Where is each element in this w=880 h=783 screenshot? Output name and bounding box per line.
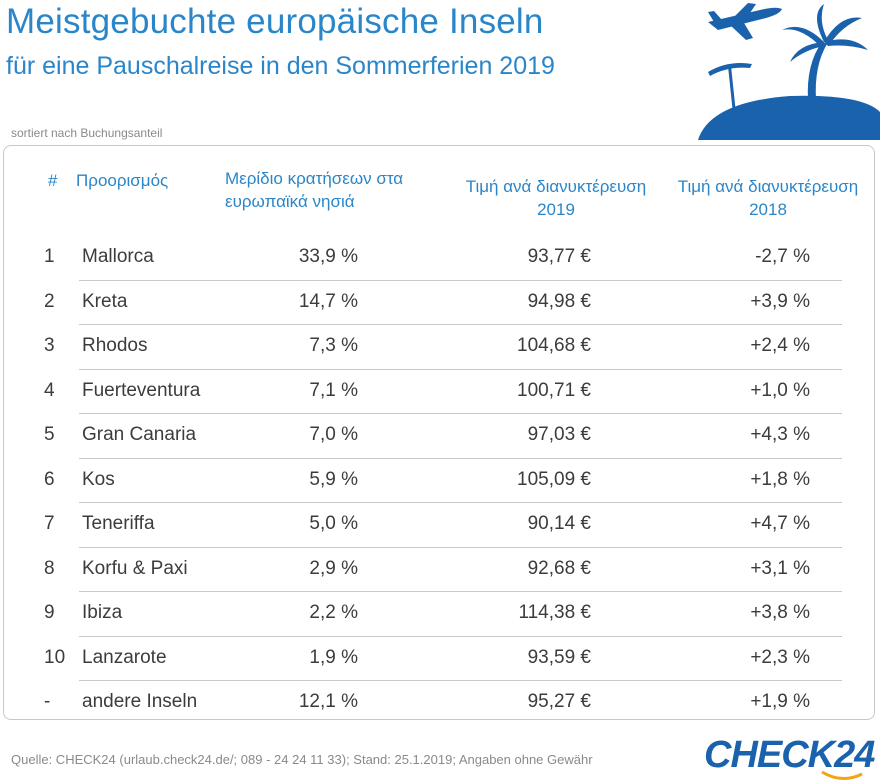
check24-logo: CHECK24 [704, 734, 875, 776]
table-row: 2 Kreta 14,7 % 94,98 € +3,9 % [4, 281, 876, 325]
table-row: 10 Lanzarote 1,9 % 93,59 € +2,3 % [4, 637, 876, 681]
row-divider [79, 279, 842, 281]
row-divider [79, 413, 842, 414]
table-row: 9 Ibiza 2,2 % 114,38 € +3,8 % [4, 592, 876, 637]
cell-destination: andere Inseln [82, 691, 198, 712]
cell-price-2019: 114,38 € [518, 602, 591, 623]
cell-rank: 10 [44, 646, 66, 668]
cell-booking-share: 7,1 % [309, 379, 358, 401]
logo-swoosh-icon [821, 770, 863, 780]
cell-rank: 4 [44, 379, 55, 401]
cell-price-2018: +3,9 % [750, 290, 810, 312]
cell-booking-share: 7,3 % [309, 335, 358, 356]
cell-rank: 5 [44, 424, 55, 445]
cell-price-2019: 93,77 € [527, 246, 591, 267]
cell-price-2018: +2,4 % [750, 335, 810, 356]
page-subtitle: für eine Pauschalreise in den Sommerferi… [6, 52, 555, 80]
row-divider [79, 546, 842, 548]
cell-destination: Ibiza [82, 602, 123, 623]
cell-destination: Korfu & Paxi [82, 557, 188, 579]
cell-booking-share: 2,2 % [309, 602, 358, 623]
cell-booking-share: 14,7 % [298, 290, 358, 312]
cell-rank: 1 [44, 246, 55, 267]
cell-rank: 6 [44, 468, 55, 490]
table-row: 5 Gran Canaria 7,0 % 97,03 € +4,3 % [4, 414, 876, 459]
cell-destination: Teneriffa [82, 513, 155, 534]
row-divider [79, 591, 842, 592]
row-divider [79, 457, 842, 459]
cell-price-2019: 105,09 € [517, 468, 591, 490]
cell-rank: 7 [44, 513, 55, 534]
cell-price-2018: +1,9 % [750, 691, 810, 712]
cell-price-2019: 97,03 € [527, 424, 591, 445]
header-rank: # [48, 171, 58, 190]
sort-note: sortiert nach Buchungsanteil [11, 126, 163, 140]
header-booking-share: Μερίδιο κρατήσεων στα ευρωπαϊκά νησιά [225, 169, 404, 211]
cell-rank: - [44, 691, 51, 712]
row-divider [79, 635, 842, 637]
cell-price-2018: +2,3 % [750, 646, 810, 668]
table-row: 1 Mallorca 33,9 % 93,77 € -2,7 % [4, 236, 876, 281]
row-divider [79, 368, 842, 370]
row-divider [79, 502, 842, 503]
cell-destination: Gran Canaria [82, 424, 197, 445]
cell-destination: Lanzarote [82, 646, 167, 668]
palm-island-icon [698, 4, 880, 140]
airplane-icon [708, 3, 782, 40]
cell-price-2018: +3,8 % [750, 602, 810, 623]
parasol-icon [708, 63, 752, 110]
cell-price-2018: +4,7 % [750, 513, 810, 534]
row-divider [79, 680, 842, 681]
cell-destination: Mallorca [82, 246, 154, 267]
cell-price-2018: -2,7 % [755, 246, 810, 267]
header-price-2019: Τιμή ανά διανυκτέρευση 2019 [465, 177, 647, 219]
cell-booking-share: 7,0 % [309, 424, 358, 445]
source-note: Quelle: CHECK24 (urlaub.check24.de/; 089… [11, 752, 593, 767]
cell-rank: 8 [44, 557, 55, 579]
row-divider [79, 324, 842, 325]
cell-price-2019: 93,59 € [527, 646, 591, 668]
cell-booking-share: 5,0 % [309, 513, 358, 534]
cell-booking-share: 5,9 % [309, 468, 358, 490]
cell-price-2019: 94,98 € [527, 290, 591, 312]
cell-price-2019: 90,14 € [527, 513, 591, 534]
ranking-table: # Προορισμός Μερίδιο κρατήσεων στα ευρωπ… [3, 145, 875, 720]
table-row: 4 Fuerteventura 7,1 % 100,71 € +1,0 % [4, 370, 876, 414]
table-row: 8 Korfu & Paxi 2,9 % 92,68 € +3,1 % [4, 548, 876, 592]
island-illustration [698, 3, 880, 140]
cell-destination: Fuerteventura [82, 379, 201, 401]
cell-price-2018: +3,1 % [750, 557, 810, 579]
header-price-2018: Τιμή ανά διανυκτέρευση 2018 [677, 177, 859, 219]
cell-rank: 2 [44, 290, 55, 312]
header-destination: Προορισμός [76, 171, 169, 190]
cell-booking-share: 33,9 % [298, 246, 358, 267]
cell-price-2019: 95,27 € [527, 691, 591, 712]
table-row: 7 Teneriffa 5,0 % 90,14 € +4,7 % [4, 503, 876, 548]
cell-booking-share: 2,9 % [309, 557, 358, 579]
cell-price-2018: +1,8 % [750, 468, 810, 490]
cell-price-2019: 104,68 € [517, 335, 591, 356]
cell-price-2019: 100,71 € [517, 379, 591, 401]
page-title: Meistgebuchte europäische Inseln [6, 2, 544, 41]
cell-price-2018: +1,0 % [750, 379, 810, 401]
cell-price-2018: +4,3 % [750, 424, 810, 445]
table-row: 6 Kos 5,9 % 105,09 € +1,8 % [4, 459, 876, 503]
cell-booking-share: 12,1 % [298, 691, 358, 712]
cell-destination: Kos [82, 468, 115, 490]
cell-rank: 9 [44, 602, 55, 623]
cell-destination: Kreta [82, 290, 128, 312]
cell-destination: Rhodos [82, 335, 148, 356]
cell-rank: 3 [44, 335, 55, 356]
cell-price-2019: 92,68 € [527, 557, 591, 579]
table-row: 3 Rhodos 7,3 % 104,68 € +2,4 % [4, 325, 876, 370]
cell-booking-share: 1,9 % [309, 646, 358, 668]
table-row: - andere Inseln 12,1 % 95,27 € +1,9 % [4, 681, 876, 726]
